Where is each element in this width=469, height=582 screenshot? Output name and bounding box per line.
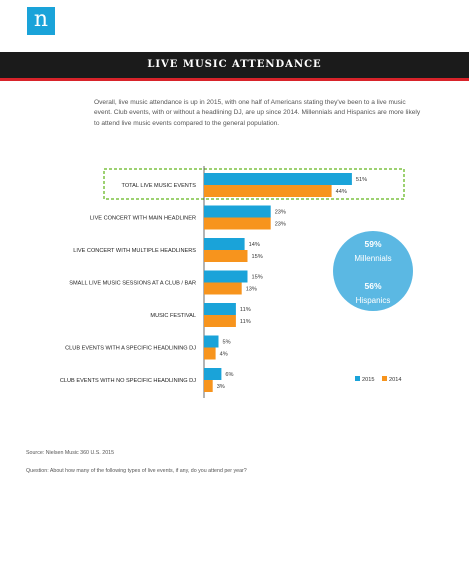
data-label-2015: 51% bbox=[356, 177, 367, 183]
legend-swatch-2014 bbox=[382, 376, 387, 381]
bar-2014 bbox=[204, 217, 271, 230]
data-label-2014: 44% bbox=[336, 189, 347, 195]
category-label: LIVE CONCERT WITH MAIN HEADLINER bbox=[90, 216, 196, 222]
bar-2015 bbox=[204, 270, 248, 283]
category-label: MUSIC FESTIVAL bbox=[150, 313, 196, 319]
data-label-2015: 5% bbox=[223, 340, 231, 346]
legend-label-2014: 2014 bbox=[389, 377, 401, 383]
category-label: SMALL LIVE MUSIC SESSIONS AT A CLUB / BA… bbox=[69, 281, 196, 287]
bar-2014 bbox=[204, 380, 213, 392]
callout-circle bbox=[333, 231, 413, 311]
bar-2014 bbox=[204, 185, 332, 197]
bar-2015 bbox=[204, 205, 271, 218]
intro-paragraph: Overall, live music attendance is up in … bbox=[94, 99, 421, 127]
title-banner: LIVE MUSIC ATTENDANCE bbox=[0, 52, 469, 81]
bar-2014 bbox=[204, 347, 216, 360]
bar-2015 bbox=[204, 303, 236, 315]
legend-swatch-2015 bbox=[355, 376, 360, 381]
bar-2014 bbox=[204, 315, 236, 327]
callout-value-millennials: 59% bbox=[364, 239, 381, 249]
category-label: LIVE CONCERT WITH MULTIPLE HEADLINERS bbox=[73, 248, 196, 254]
data-label-2014: 15% bbox=[252, 254, 263, 260]
data-label-2014: 3% bbox=[217, 384, 225, 390]
callout-label-hispanics: Hispanics bbox=[356, 296, 391, 305]
callout-label-millennials: Millennials bbox=[354, 254, 391, 263]
bar-2015 bbox=[204, 238, 245, 250]
page-title: LIVE MUSIC ATTENDANCE bbox=[147, 59, 322, 70]
data-label-2014: 4% bbox=[220, 352, 228, 358]
category-label: CLUB EVENTS WITH NO SPECIFIC HEADLINING … bbox=[60, 378, 196, 384]
highlight-box bbox=[103, 168, 405, 200]
data-label-2015: 23% bbox=[275, 210, 286, 216]
data-label-2015: 14% bbox=[249, 242, 260, 248]
data-label-2014: 23% bbox=[275, 222, 286, 228]
category-label: CLUB EVENTS WITH A SPECIFIC HEADLINING D… bbox=[65, 346, 196, 352]
bar-2014 bbox=[204, 250, 248, 262]
data-label-2015: 15% bbox=[252, 275, 263, 281]
bar-2015 bbox=[204, 173, 352, 185]
survey-question: Question: About how many of the followin… bbox=[26, 468, 247, 474]
data-label-2015: 6% bbox=[225, 372, 233, 378]
bar-2015 bbox=[204, 335, 219, 348]
source-note: Source: Nielsen Music 360 U.S. 2015 bbox=[26, 450, 115, 456]
nielsen-logo-icon: n bbox=[27, 7, 55, 35]
category-label: TOTAL LIVE MUSIC EVENTS bbox=[122, 183, 197, 189]
callout-value-hispanics: 56% bbox=[364, 281, 381, 291]
bar-2015 bbox=[204, 368, 222, 380]
legend-label-2015: 2015 bbox=[362, 377, 374, 383]
data-label-2015: 11% bbox=[240, 307, 251, 313]
data-label-2014: 13% bbox=[246, 287, 257, 293]
live-music-bar-chart: TOTAL LIVE MUSIC EVENTS 51% 44% LIVE CONCER… bbox=[60, 166, 413, 398]
data-label-2014: 11% bbox=[240, 319, 251, 325]
logo-letter: n bbox=[33, 7, 49, 32]
bar-2014 bbox=[204, 282, 242, 295]
